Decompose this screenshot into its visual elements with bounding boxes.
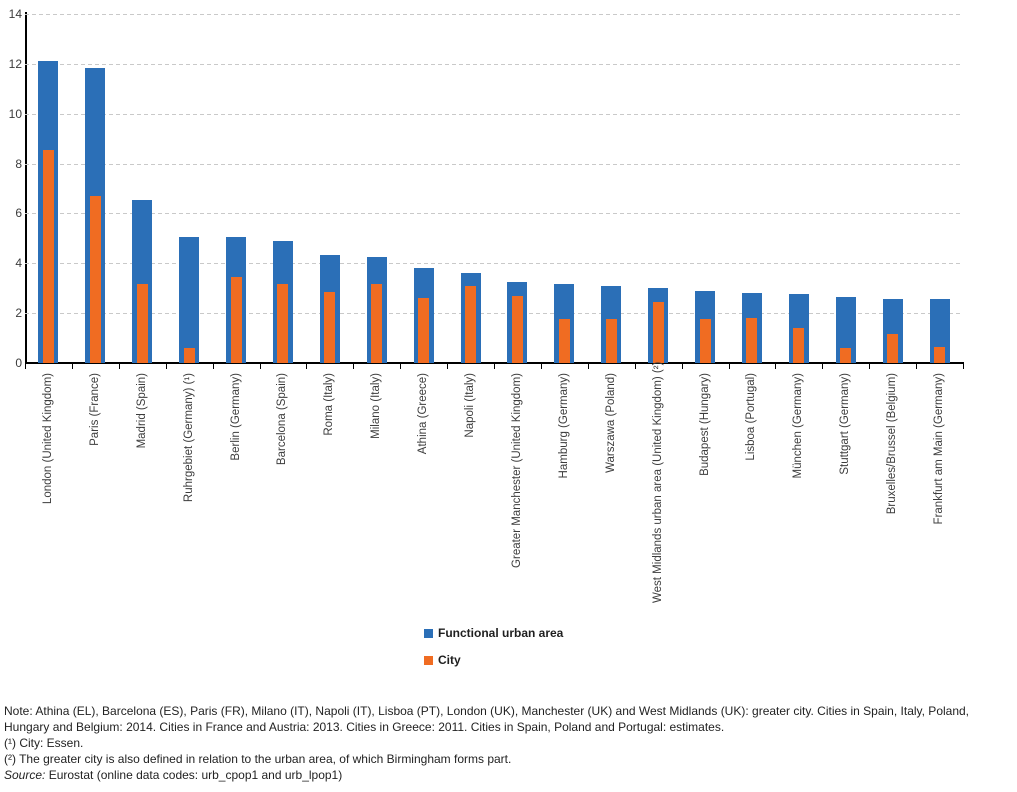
bar-city-19 (934, 347, 945, 363)
y-axis-tick-label-12: 12 (8, 57, 22, 71)
category-label-18: Bruxelles/Brussel (Belgium) (886, 373, 898, 515)
y-axis-tick-label-0: 0 (15, 356, 22, 370)
x-axis-tick-19 (916, 362, 917, 369)
gridline-14 (25, 14, 963, 15)
bar-city-13 (653, 302, 664, 363)
category-label-4: Berlin (Germany) (230, 373, 242, 461)
category-label-15: Lisboa (Portugal) (745, 373, 757, 461)
legend-label-city: City (438, 653, 461, 667)
bar-city-8 (418, 298, 429, 363)
bar-functional-urban-area-3 (179, 237, 199, 363)
footnote-2: (²) The greater city is also defined in … (4, 752, 512, 766)
bar-city-6 (324, 292, 335, 363)
x-axis-tick-12 (588, 362, 589, 369)
bar-functional-urban-area-17 (836, 297, 856, 363)
y-axis-tick-label-2: 2 (15, 306, 22, 320)
bar-city-17 (840, 348, 851, 363)
note-text: Note: Athina (EL), Barcelona (ES), Paris… (4, 704, 970, 734)
bar-city-11 (559, 319, 570, 363)
category-label-9: Napoli (Italy) (464, 373, 476, 438)
gridline-2 (25, 313, 963, 314)
footnotes-block: Note: Athina (EL), Barcelona (ES), Paris… (4, 703, 1012, 783)
bar-city-14 (700, 319, 711, 363)
x-axis-tick-2 (119, 362, 120, 369)
category-label-10: Greater Manchester (United Kingdom) (511, 373, 523, 568)
x-axis-tick-3 (166, 362, 167, 369)
y-axis-tick-label-14: 14 (8, 7, 22, 21)
category-label-7: Milano (Italy) (370, 373, 382, 439)
gridline-12 (25, 64, 963, 65)
category-label-6: Roma (Italy) (323, 373, 335, 436)
y-axis-tick-label-6: 6 (15, 206, 22, 220)
footnote-1: (¹) City: Essen. (4, 736, 84, 750)
x-axis-tick-13 (635, 362, 636, 369)
category-label-1: Paris (France) (89, 373, 101, 446)
y-axis-tick-label-8: 8 (15, 157, 22, 171)
category-label-8: Athina (Greece) (417, 373, 429, 455)
category-label-14: Budapest (Hungary) (699, 373, 711, 476)
gridline-10 (25, 114, 963, 115)
bar-city-15 (746, 318, 757, 363)
bar-city-1 (90, 196, 101, 363)
y-axis-tick-label-10: 10 (8, 107, 22, 121)
source-label: Source: (4, 768, 46, 782)
bar-city-9 (465, 286, 476, 363)
bar-city-16 (793, 328, 804, 363)
category-label-5: Barcelona (Spain) (276, 373, 288, 466)
source-text: Eurostat (online data codes: urb_cpop1 a… (45, 768, 343, 782)
bar-city-10 (512, 296, 523, 363)
x-axis-tick-11 (541, 362, 542, 369)
legend-swatch-city-icon (424, 655, 433, 665)
bar-city-12 (606, 319, 617, 363)
category-label-0: London (United Kingdom) (42, 373, 54, 505)
category-label-13: West Midlands urban area (United Kingdom… (652, 361, 664, 603)
legend: Functional urban area City (424, 626, 564, 681)
x-axis-tick-7 (353, 362, 354, 369)
x-axis-tick-18 (869, 362, 870, 369)
x-axis-tick-15 (729, 362, 730, 369)
bar-city-7 (371, 284, 382, 363)
bar-city-4 (231, 277, 242, 363)
legend-item-functional-urban-area: Functional urban area (424, 626, 564, 640)
x-axis-tick-16 (775, 362, 776, 369)
legend-item-city: City (424, 653, 563, 667)
bar-city-3 (184, 348, 195, 363)
x-axis-tick-14 (682, 362, 683, 369)
x-axis-tick-8 (400, 362, 401, 369)
bar-city-0 (43, 150, 54, 363)
bar-city-5 (277, 284, 288, 363)
y-axis-line (25, 12, 27, 364)
gridline-6 (25, 213, 963, 214)
y-axis-tick-label-4: 4 (15, 256, 22, 270)
bar-city-18 (887, 334, 898, 363)
category-label-3: Ruhrgebiet (Germany) (¹) (183, 373, 195, 503)
x-axis-tick-1 (72, 362, 73, 369)
x-axis-tick-9 (447, 362, 448, 369)
x-axis-tick-17 (822, 362, 823, 369)
x-axis-tick-10 (494, 362, 495, 369)
gridline-8 (25, 164, 963, 165)
category-label-19: Frankfurt am Main (Germany) (933, 373, 945, 525)
x-axis-tick-4 (213, 362, 214, 369)
source-line: Source: Eurostat (online data codes: urb… (4, 767, 1012, 783)
category-label-11: Hamburg (Germany) (558, 373, 570, 479)
category-label-2: Madrid (Spain) (136, 373, 148, 449)
category-label-16: München (Germany) (792, 373, 804, 479)
legend-swatch-functional-urban-area-icon (424, 628, 433, 638)
x-axis-tick-5 (260, 362, 261, 369)
x-axis-tick-20 (963, 362, 964, 369)
gridline-4 (25, 263, 963, 264)
legend-label-functional-urban-area: Functional urban area (438, 626, 564, 640)
x-axis-tick-6 (306, 362, 307, 369)
x-axis-tick-0 (25, 362, 26, 369)
category-label-12: Warszawa (Poland) (605, 373, 617, 473)
bar-city-2 (137, 284, 148, 363)
category-label-17: Stuttgart (Germany) (839, 373, 851, 475)
